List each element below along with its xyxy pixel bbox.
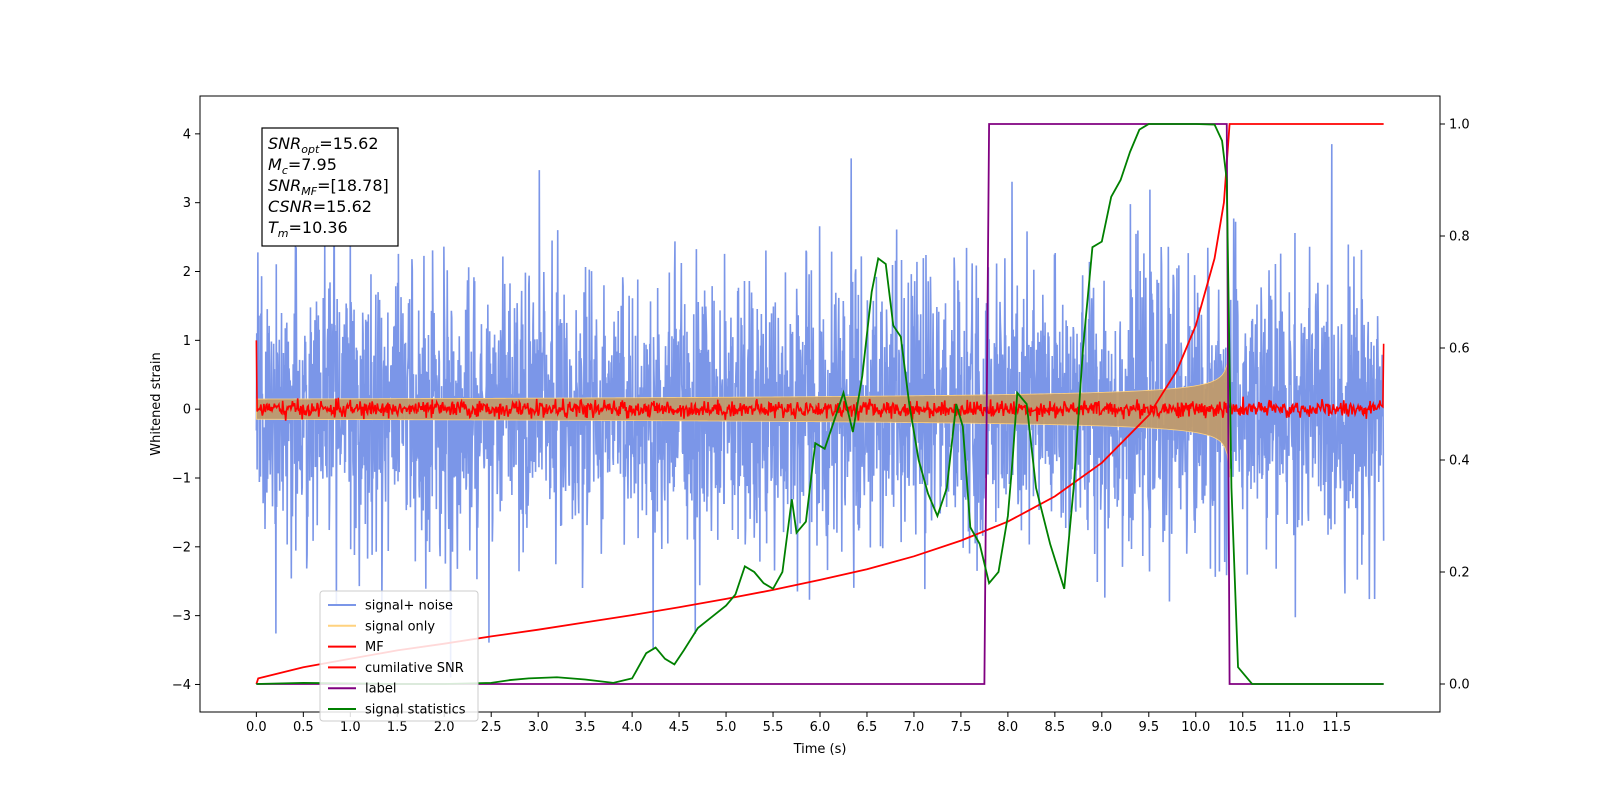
y-tick-label: −1 — [172, 471, 191, 486]
y-tick-label: 2 — [183, 265, 191, 280]
x-tick-label: 8.0 — [998, 720, 1019, 735]
y-tick-label: 0 — [183, 403, 191, 418]
legend-label: label — [365, 682, 396, 697]
x-tick-label: 8.5 — [1045, 720, 1066, 735]
mf-series — [255, 340, 1385, 422]
signal-statistics-series — [256, 123, 1384, 685]
legend: signal+ noise signal only MF cumilative SNR… — [319, 590, 479, 722]
y-right-axis-ticks: 0.0 0.2 0.4 0.6 0.8 1.0 — [1440, 118, 1470, 693]
x-tick-label: 9.5 — [1138, 720, 1159, 735]
info-box-line: Tm=10.36 — [268, 218, 348, 240]
y-right-tick-label: 0.8 — [1449, 230, 1470, 245]
legend-item: cumilative SNR — [328, 661, 464, 676]
y-right-tick-label: 1.0 — [1449, 118, 1470, 133]
legend-item: signal only — [328, 619, 435, 634]
x-tick-label: 10.5 — [1228, 720, 1257, 735]
legend-frame — [319, 590, 479, 722]
legend-item: MF — [328, 640, 384, 655]
x-tick-label: 1.5 — [387, 720, 408, 735]
info-box-frame — [261, 127, 399, 247]
x-tick-label: 11.0 — [1275, 720, 1304, 735]
x-axis-label: Time (s) — [793, 742, 847, 757]
x-tick-label: 0.5 — [293, 720, 314, 735]
legend-item: label — [328, 682, 396, 697]
y-right-tick-label: 0.4 — [1449, 454, 1470, 469]
x-tick-label: 2.0 — [434, 720, 455, 735]
y-tick-label: −2 — [172, 540, 191, 555]
info-box: SNRopt=15.62Mc=7.95SNRMF=[18.78]CSNR=15.… — [261, 127, 399, 247]
y-tick-label: −3 — [172, 609, 191, 624]
info-box-line: CSNR=15.62 — [268, 197, 372, 216]
legend-label: signal+ noise — [365, 599, 453, 614]
x-tick-label: 9.0 — [1091, 720, 1112, 735]
legend-label: signal only — [365, 619, 435, 634]
info-box-line: SNRMF=[18.78] — [268, 176, 389, 198]
x-tick-label: 4.5 — [669, 720, 690, 735]
y-tick-label: −4 — [172, 678, 191, 693]
legend-label: cumilative SNR — [365, 661, 464, 676]
y-right-tick-label: 0.0 — [1449, 678, 1470, 693]
x-tick-label: 5.5 — [763, 720, 784, 735]
x-tick-label: 3.0 — [528, 720, 549, 735]
x-tick-label: 2.5 — [481, 720, 502, 735]
x-tick-label: 7.5 — [951, 720, 972, 735]
legend-label: MF — [365, 640, 384, 655]
y-axis-ticks: −4 −3 −2 −1 0 1 2 3 4 — [172, 127, 200, 693]
x-axis-ticks: 0.0 0.5 1.0 1.5 2.0 2.5 3.0 3.5 4.0 4.5 5.0 5.5 6.0 6… — [246, 712, 1351, 735]
x-tick-label: 4.0 — [622, 720, 643, 735]
info-box-line: Mc=7.95 — [268, 155, 337, 177]
x-tick-label: 11.5 — [1322, 720, 1351, 735]
x-tick-label: 10.0 — [1181, 720, 1210, 735]
y-axis-label: Whitened strain — [149, 352, 164, 455]
info-box-line: SNRopt=15.62 — [268, 134, 379, 156]
y-right-tick-label: 0.2 — [1449, 566, 1470, 581]
legend-item: signal+ noise — [328, 599, 453, 614]
y-tick-label: 1 — [183, 334, 191, 349]
x-tick-label: 0.0 — [246, 720, 267, 735]
x-tick-label: 3.5 — [575, 720, 596, 735]
plot-area — [255, 123, 1385, 685]
legend-label: signal statistics — [365, 703, 466, 718]
y-tick-label: 4 — [183, 127, 191, 142]
x-tick-label: 7.0 — [904, 720, 925, 735]
x-tick-label: 5.0 — [716, 720, 737, 735]
y-tick-label: 3 — [183, 196, 191, 211]
x-tick-label: 6.5 — [857, 720, 878, 735]
legend-item: signal statistics — [328, 703, 466, 718]
x-tick-label: 6.0 — [810, 720, 831, 735]
x-tick-label: 1.0 — [340, 720, 361, 735]
y-right-tick-label: 0.6 — [1449, 342, 1470, 357]
